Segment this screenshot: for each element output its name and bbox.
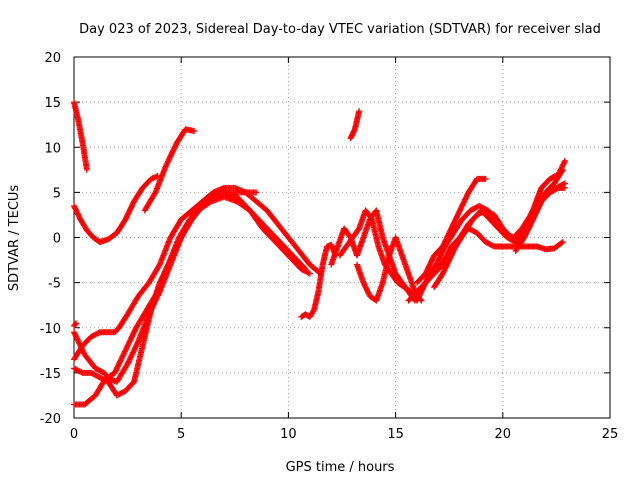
series-track-j bbox=[298, 241, 339, 320]
x-tick-label: 25 bbox=[602, 427, 619, 442]
data-point bbox=[558, 239, 565, 246]
y-tick-label: -10 bbox=[40, 322, 61, 337]
data-point bbox=[561, 184, 568, 191]
y-tick-label: 15 bbox=[44, 96, 61, 111]
data-point bbox=[356, 108, 363, 115]
y-tick-label: 0 bbox=[53, 232, 61, 247]
series-track-d bbox=[141, 126, 198, 214]
data-point bbox=[482, 175, 489, 182]
data-point bbox=[306, 270, 313, 277]
x-tick-label: 15 bbox=[387, 427, 404, 442]
data-point bbox=[72, 321, 79, 328]
series-track-s bbox=[435, 157, 568, 273]
series-track-b bbox=[96, 173, 161, 246]
y-axis-label: SDTVAR / TECUs bbox=[7, 185, 22, 292]
data-point bbox=[302, 266, 309, 273]
y-tick-label: -15 bbox=[40, 367, 61, 382]
series-track-o bbox=[414, 175, 489, 286]
series-track-l bbox=[354, 234, 425, 304]
data-point bbox=[253, 189, 260, 196]
data-point bbox=[305, 269, 312, 276]
y-tick-label: 10 bbox=[44, 141, 61, 156]
x-tick-label: 5 bbox=[177, 427, 185, 442]
data-point bbox=[561, 157, 568, 164]
data-point bbox=[73, 320, 80, 327]
axis-ticks: 0 5 10 15 20 25 -20 -15 -10 -5 0 5 10 15 20 bbox=[40, 51, 619, 442]
x-tick-label: 20 bbox=[495, 427, 512, 442]
series-track-n bbox=[347, 108, 363, 142]
data-point bbox=[83, 166, 90, 173]
series-track-g bbox=[71, 193, 309, 399]
chart-title: Day 023 of 2023, Sidereal Day-to-day VTE… bbox=[79, 22, 601, 37]
data-point bbox=[301, 265, 308, 272]
series-track-t bbox=[512, 184, 568, 255]
data-point bbox=[191, 128, 198, 135]
y-tick-label: -20 bbox=[40, 412, 61, 427]
x-tick-label: 0 bbox=[70, 427, 78, 442]
data-point bbox=[559, 239, 566, 246]
series-track-i bbox=[71, 320, 80, 329]
series-track-a bbox=[71, 202, 103, 246]
y-tick-label: 20 bbox=[44, 51, 61, 66]
series-track-c bbox=[71, 99, 90, 173]
series-track-h bbox=[71, 184, 324, 363]
data-marks bbox=[71, 99, 568, 408]
y-tick-label: 5 bbox=[53, 186, 61, 201]
x-tick-label: 10 bbox=[280, 427, 297, 442]
y-tick-label: -5 bbox=[48, 277, 61, 292]
x-axis-label: GPS time / hours bbox=[286, 460, 395, 475]
